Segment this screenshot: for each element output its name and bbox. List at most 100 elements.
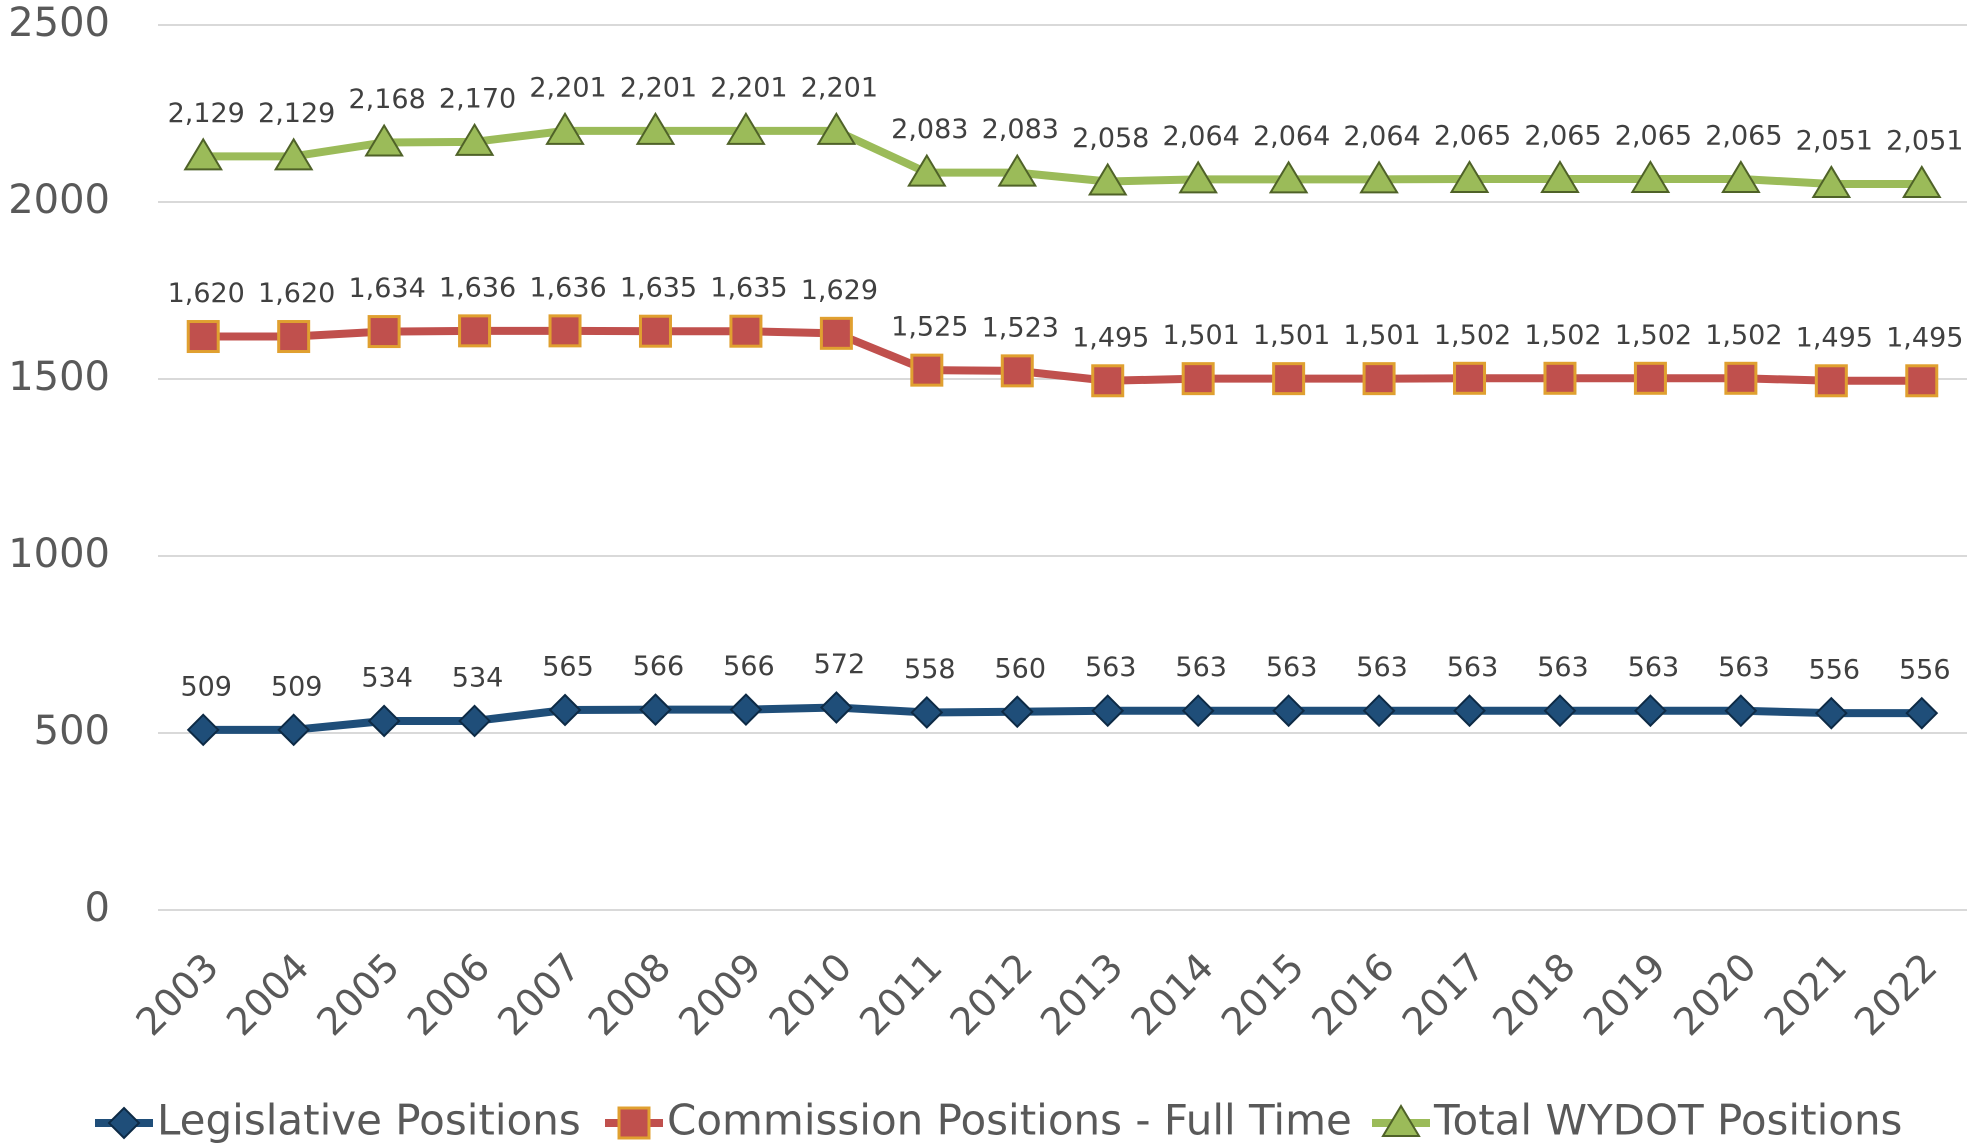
data-label: 2,064 [1253, 121, 1330, 152]
data-label: 2,083 [891, 114, 968, 145]
data-label: 2,065 [1434, 120, 1511, 151]
data-label: 2,065 [1524, 120, 1601, 151]
x-tick-label: 2010 [761, 945, 861, 1045]
data-label: 2,065 [1615, 120, 1692, 151]
data-label: 1,501 [1253, 320, 1330, 351]
point [454, 122, 495, 156]
data-label: 509 [271, 671, 323, 702]
data-label: 2,051 [1796, 125, 1873, 156]
point [1724, 694, 1758, 728]
point [1181, 694, 1215, 728]
data-label: 565 [542, 651, 594, 682]
data-label: 563 [1175, 652, 1227, 683]
point [1902, 165, 1942, 198]
point [277, 320, 311, 354]
y-tick-label: 1000 [8, 531, 110, 577]
data-label: 560 [995, 653, 1047, 684]
data-label: 563 [1266, 652, 1318, 683]
point [1814, 696, 1848, 730]
data-label: 563 [1718, 652, 1770, 683]
point [1634, 694, 1667, 728]
point [910, 353, 944, 387]
y-tick-label: 2500 [8, 0, 110, 46]
data-label: 1,502 [1705, 320, 1782, 351]
x-tick-label: 2008 [580, 945, 680, 1045]
point [1453, 361, 1487, 395]
data-label: 1,636 [529, 272, 606, 303]
legend-label: Total WYDOT Positions [1433, 1096, 1902, 1144]
point [548, 693, 582, 727]
data-label: 2,064 [1163, 121, 1240, 152]
point [186, 713, 220, 747]
point [1000, 695, 1034, 729]
point [1362, 362, 1396, 396]
point [1630, 160, 1671, 193]
data-label: 566 [723, 651, 775, 682]
data-label: 2,083 [982, 114, 1059, 145]
point [1721, 160, 1761, 193]
point [1449, 160, 1490, 193]
series-line [203, 126, 1922, 188]
point [273, 137, 314, 171]
point [729, 693, 763, 727]
data-label: 1,501 [1343, 320, 1420, 351]
point [367, 704, 401, 738]
x-tick-label: 2020 [1665, 945, 1765, 1045]
data-label: 566 [633, 651, 685, 682]
point [729, 314, 763, 348]
legend-label: Commission Positions - Full Time [667, 1096, 1352, 1144]
y-tick-label: 500 [34, 708, 110, 754]
point [548, 314, 582, 348]
data-label: 534 [361, 662, 413, 693]
data-label: 563 [1628, 652, 1680, 683]
data-label: 1,523 [982, 312, 1059, 343]
point [639, 693, 672, 727]
data-label: 1,501 [1163, 320, 1240, 351]
point [819, 691, 853, 724]
point [1724, 361, 1758, 395]
x-tick-label: 2021 [1756, 945, 1856, 1045]
data-label: 1,634 [348, 273, 425, 304]
x-tick-label: 2014 [1122, 945, 1222, 1045]
point [1811, 165, 1852, 198]
data-label: 1,620 [168, 278, 245, 309]
data-label: 1,635 [710, 273, 787, 304]
data-label: 2,051 [1886, 125, 1963, 156]
point [819, 316, 853, 350]
point [1905, 696, 1939, 730]
data-label: 534 [452, 662, 504, 693]
data-label: 1,525 [891, 312, 968, 343]
point [364, 123, 404, 157]
point [1633, 361, 1667, 395]
point [545, 111, 585, 145]
x-tick-label: 2012 [942, 945, 1042, 1045]
data-label: 1,502 [1524, 320, 1601, 351]
data-label: 2,170 [439, 83, 516, 114]
data-label: 1,620 [258, 278, 335, 309]
point [458, 704, 491, 738]
data-label: 1,495 [1886, 322, 1963, 353]
point [1087, 162, 1128, 196]
point [638, 314, 672, 348]
data-label: 2,201 [529, 72, 606, 103]
x-tick-label: 2018 [1484, 945, 1584, 1045]
x-tick-label: 2004 [218, 945, 318, 1045]
point [1543, 694, 1577, 728]
data-label: 563 [1537, 652, 1589, 683]
point [1178, 160, 1218, 194]
data-label: 563 [1447, 652, 1499, 683]
point [367, 315, 401, 349]
legend-marker [107, 1106, 141, 1140]
data-label: 2,129 [168, 98, 245, 129]
point [183, 137, 223, 171]
x-tick-label: 2011 [851, 945, 951, 1045]
point [910, 696, 944, 729]
data-label: 1,495 [1796, 322, 1873, 353]
x-tick-label: 2016 [1303, 945, 1403, 1045]
point [1091, 364, 1125, 398]
point [1091, 694, 1125, 728]
point [277, 713, 311, 747]
point [1272, 362, 1306, 396]
data-label: 556 [1809, 655, 1861, 686]
data-label: 509 [180, 671, 232, 702]
